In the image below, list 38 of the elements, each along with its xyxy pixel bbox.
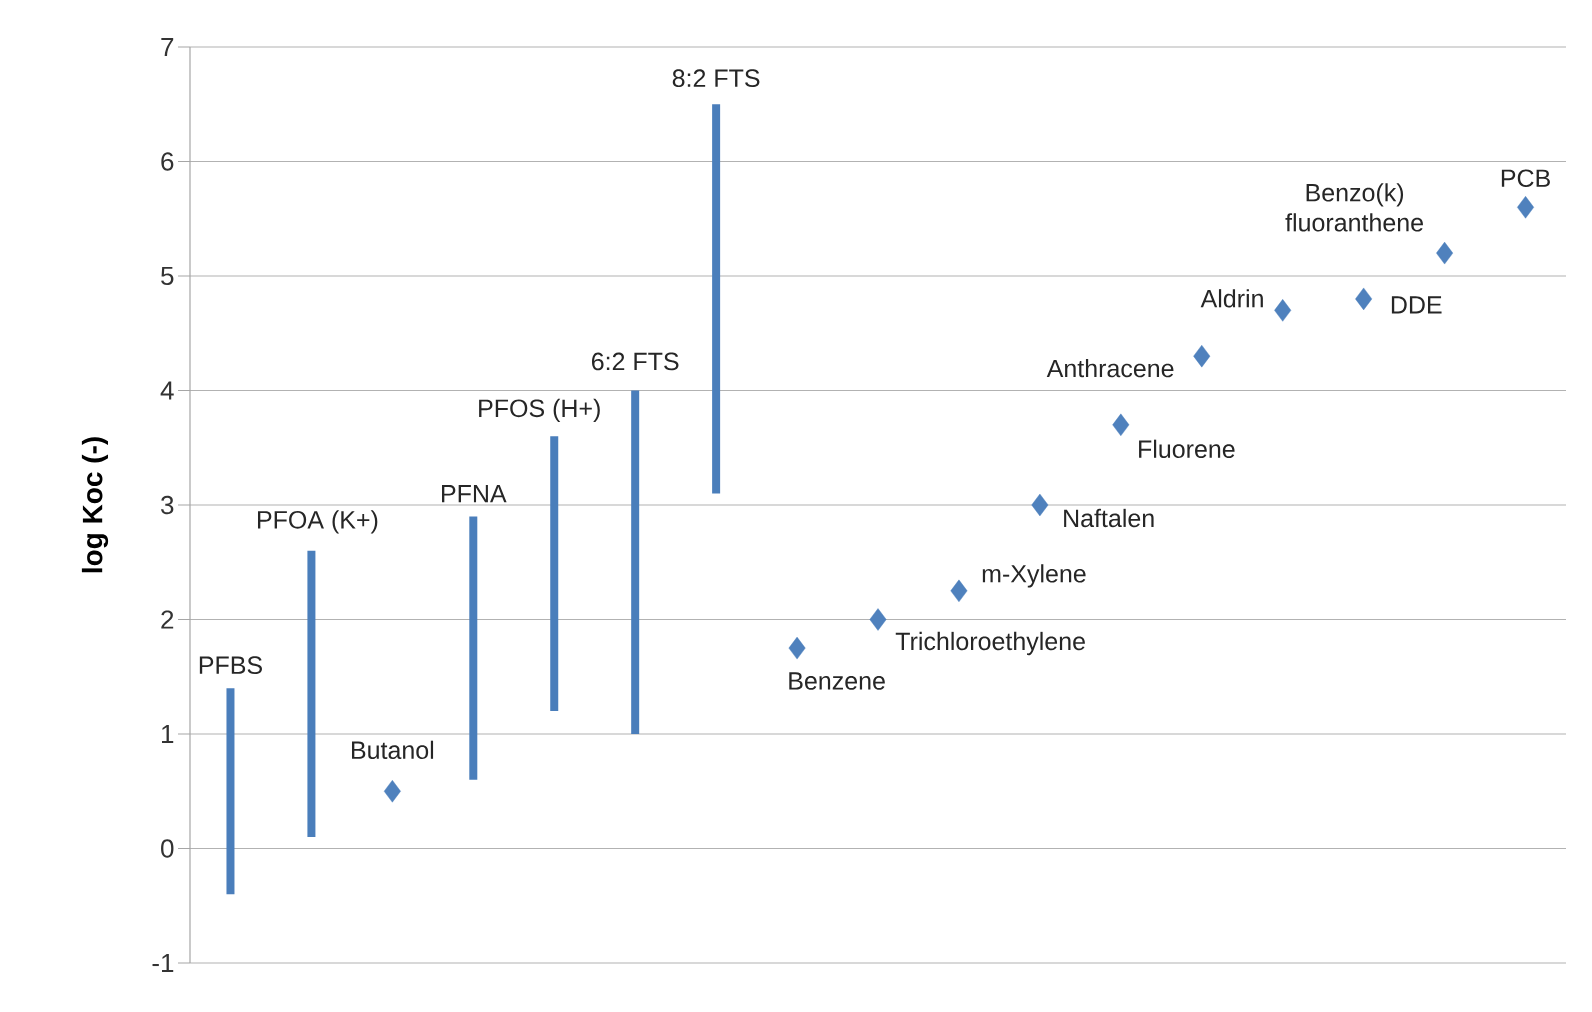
annotation: Aldrin [1200, 289, 1263, 308]
y-tick-label: 5 [161, 266, 174, 286]
annotation: Benzene [789, 672, 885, 690]
annotation: PFBS [199, 656, 262, 674]
point [383, 780, 401, 803]
point [1274, 299, 1292, 322]
annotation: Naftalen [1064, 508, 1154, 528]
y-tick-label: 3 [161, 495, 174, 515]
annotation: 6:2 FTS [591, 352, 679, 371]
annotation: Butanol [352, 740, 434, 760]
y-tick-label: -1 [152, 954, 174, 972]
y-axis-title: log Koc (-) [81, 437, 109, 573]
annotation: PFNA [442, 485, 507, 503]
point [950, 579, 968, 603]
y-tick-label: 1 [162, 725, 174, 743]
annotation: Fluorene [1139, 439, 1235, 459]
annotation: PFOS (H+) [479, 398, 600, 423]
y-tick-label: 6 [161, 152, 174, 171]
point [1517, 196, 1534, 219]
y-tick-label: 0 [161, 839, 174, 858]
y-tick-label: 7 [161, 38, 174, 56]
annotation: PCB [1501, 169, 1550, 188]
point [1355, 287, 1373, 311]
point [1112, 413, 1130, 437]
point [788, 636, 806, 660]
point [1193, 344, 1211, 368]
annotation: Anthracene [1046, 358, 1174, 378]
y-tick-label: 4 [160, 381, 174, 400]
point [1436, 241, 1454, 265]
annotation: Benzo(k) fluoranthene [1285, 183, 1423, 232]
annotation: m-Xylene [982, 564, 1086, 588]
point [869, 608, 887, 631]
annotation: Trichloroethylene [895, 631, 1085, 656]
annotation: 8:2 FTS [672, 69, 760, 88]
y-tick-label: 2 [161, 610, 174, 629]
annotation: DDE [1391, 296, 1442, 314]
annotation: PFOA (K+) [257, 510, 378, 534]
point [1031, 493, 1049, 517]
